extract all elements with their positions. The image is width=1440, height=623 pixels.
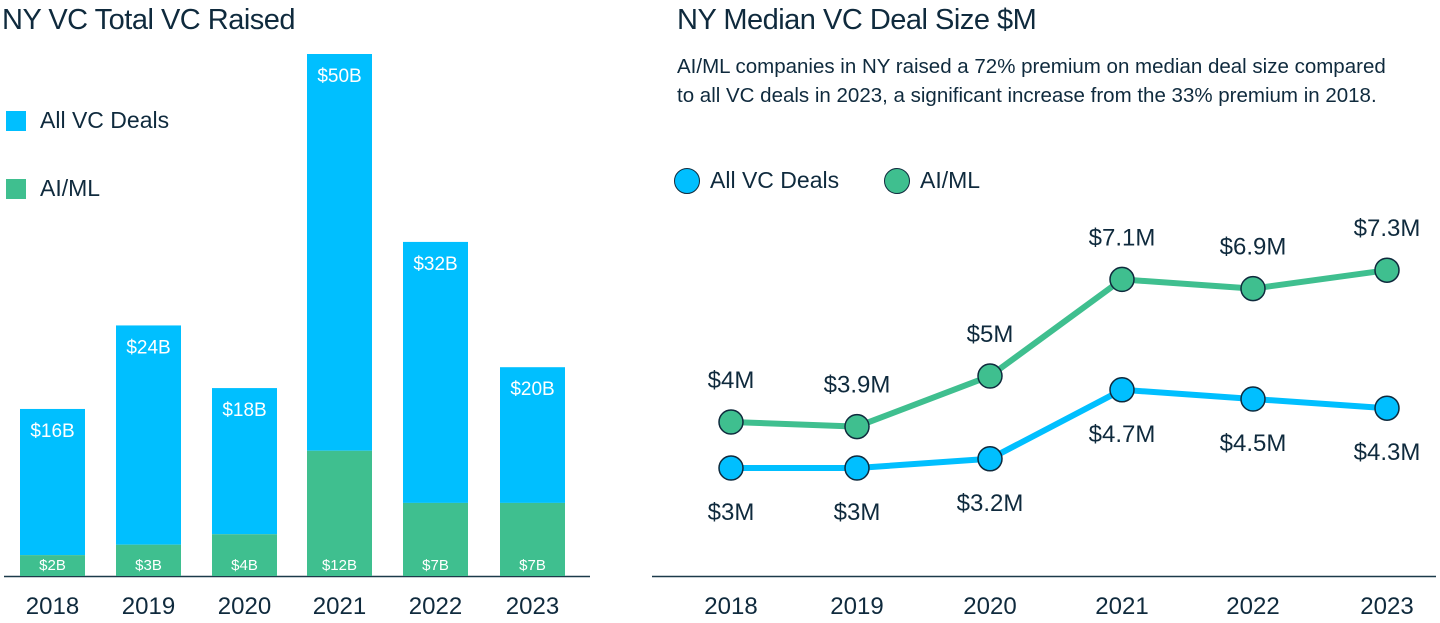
point-all-vc <box>844 455 870 481</box>
line-ai-ml <box>730 267 1388 430</box>
bar-ai-ml-2020 <box>212 534 277 576</box>
legend-swatch-ai-ml <box>6 178 26 199</box>
line-all-vc <box>731 386 1388 471</box>
point-ai-ml <box>1240 275 1266 302</box>
x-tick-label: 2021 <box>1095 593 1148 620</box>
legend-swatch-all-vc <box>6 110 26 131</box>
x-tick-label: 2018 <box>704 593 757 620</box>
data-label-all-vc: $32B <box>413 254 457 275</box>
legend-label: AI/ML <box>920 167 981 193</box>
data-label-ai-ml: $6.9M <box>1220 234 1287 261</box>
x-tick-label: 2019 <box>830 593 883 620</box>
data-label-ai-ml: $4B <box>231 557 258 574</box>
bar-ai-ml-2018 <box>20 555 85 576</box>
right-chart-subtitle: AI/ML companies in NY raised a 72% premi… <box>677 55 1386 107</box>
bar-all-vc-2023 <box>500 367 565 503</box>
data-label-ai-ml: $4M <box>708 367 755 394</box>
x-tick-label: 2023 <box>1360 593 1413 620</box>
bar-all-vc-2019 <box>116 325 181 545</box>
data-label-all-vc: $18B <box>222 400 266 421</box>
legend-item-ai-ml-line: AI/ML <box>884 167 980 194</box>
legend-label: All VC Deals <box>710 167 840 193</box>
legend-label: AI/ML <box>40 175 101 201</box>
legend-item-ai-ml: AI/ML <box>6 175 100 202</box>
point-all-vc <box>1374 395 1400 421</box>
x-tick-label: 2023 <box>506 593 559 620</box>
legend-item-all-vc-line: All VC Deals <box>674 167 839 194</box>
left-chart-title: NY VC Total VC Raised <box>2 4 296 36</box>
point-ai-ml <box>844 413 870 440</box>
data-label-ai-ml: $7B <box>422 557 449 574</box>
point-ai-ml <box>718 409 744 435</box>
x-tick-label: 2022 <box>409 593 462 620</box>
data-label-ai-ml: $3B <box>135 557 162 574</box>
right-chart-title: NY Median VC Deal Size $M <box>677 4 1037 36</box>
bar-all-vc-2018 <box>20 408 85 556</box>
data-label-all-vc: $4.7M <box>1089 421 1156 448</box>
point-all-vc <box>977 446 1003 472</box>
bar-ai-ml-2022 <box>403 502 468 576</box>
data-label-all-vc: $3.2M <box>957 490 1024 517</box>
point-ai-ml <box>1374 257 1400 283</box>
data-label-ai-ml: $2B <box>39 557 66 574</box>
x-tick-label: 2018 <box>26 593 79 620</box>
point-ai-ml <box>977 363 1003 389</box>
bar-all-vc-2020 <box>212 388 277 535</box>
legend-label: All VC Deals <box>40 107 170 133</box>
data-label-all-vc: $16B <box>30 421 74 442</box>
bar-ai-ml-2023 <box>500 502 565 576</box>
data-label-all-vc: $3M <box>708 499 755 526</box>
x-tick-label: 2020 <box>218 593 271 620</box>
x-tick-label: 2022 <box>1226 593 1279 620</box>
point-all-vc <box>1109 377 1135 403</box>
data-label-ai-ml: $5M <box>967 321 1014 348</box>
data-label-ai-ml: $12B <box>322 557 357 574</box>
x-tick-label: 2020 <box>963 593 1016 620</box>
legend-marker-ai-ml <box>884 167 910 194</box>
legend-marker-all-vc <box>674 167 700 194</box>
data-label-ai-ml: $3.9M <box>824 372 891 399</box>
point-all-vc <box>718 455 744 481</box>
data-label-ai-ml: $7B <box>519 557 546 574</box>
data-label-all-vc: $24B <box>126 337 170 358</box>
point-ai-ml <box>1109 266 1135 293</box>
data-label-all-vc: $4.5M <box>1220 430 1287 457</box>
data-label-all-vc: $50B <box>317 66 361 87</box>
bar-ai-ml-2019 <box>116 544 181 576</box>
data-label-all-vc: $3M <box>834 499 881 526</box>
data-label-all-vc: $4.3M <box>1354 439 1421 466</box>
data-label-all-vc: $20B <box>510 379 554 400</box>
data-label-ai-ml: $7.1M <box>1089 224 1156 251</box>
legend-item-all-vc: All VC Deals <box>6 107 169 134</box>
point-all-vc <box>1240 386 1266 412</box>
data-label-ai-ml: $7.3M <box>1354 215 1421 242</box>
bar-ai-ml-2021 <box>307 450 372 576</box>
bar-all-vc-2021 <box>307 54 372 451</box>
x-tick-label: 2021 <box>313 593 366 620</box>
bar-all-vc-2022 <box>403 241 468 503</box>
x-tick-label: 2019 <box>122 593 175 620</box>
